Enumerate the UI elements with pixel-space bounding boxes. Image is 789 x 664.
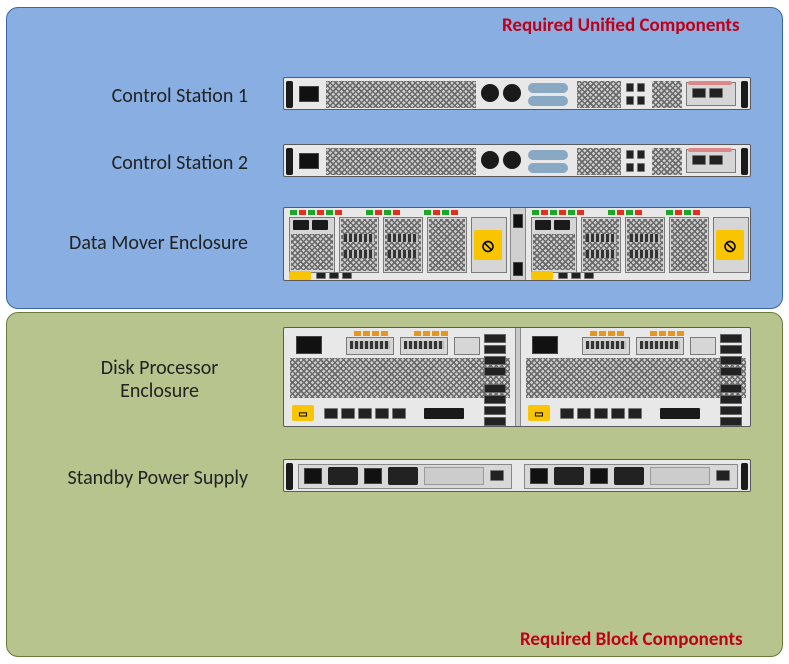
label-data-mover-enclosure: Data Mover Enclosure <box>30 232 248 255</box>
label-control-station-2: Control Station 2 <box>68 152 248 175</box>
device-standby-power-supply <box>283 459 751 492</box>
device-disk-processor-enclosure: ▭ ▭ <box>283 327 751 427</box>
panel-unified-title: Required Unified Components <box>502 14 740 37</box>
label-disk-processor-enclosure: Disk Processor Enclosure <box>72 357 247 403</box>
device-control-station-2 <box>283 144 751 177</box>
device-control-station-1 <box>283 77 751 110</box>
label-control-station-1: Control Station 1 <box>68 85 248 108</box>
device-data-mover-enclosure: ⦸ ⦸ <box>283 207 751 281</box>
label-standby-power-supply: Standby Power Supply <box>30 467 248 490</box>
panel-block-title: Required Block Components <box>520 628 743 651</box>
